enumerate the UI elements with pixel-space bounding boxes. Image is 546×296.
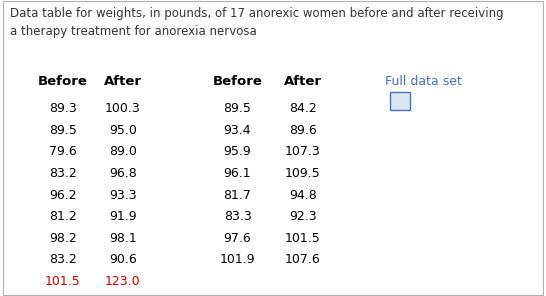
Text: Data table for weights, in pounds, of 17 anorexic women before and after receivi: Data table for weights, in pounds, of 17… [10, 7, 503, 38]
Text: 83.2: 83.2 [49, 167, 76, 180]
Text: 101.5: 101.5 [285, 232, 321, 245]
Text: Before: Before [212, 75, 263, 89]
Text: 89.0: 89.0 [109, 145, 137, 158]
Text: 95.0: 95.0 [109, 124, 137, 137]
Text: 89.3: 89.3 [49, 102, 76, 115]
Text: 89.5: 89.5 [49, 124, 77, 137]
Text: 101.5: 101.5 [45, 275, 81, 288]
Text: 79.6: 79.6 [49, 145, 76, 158]
Text: 101.9: 101.9 [219, 253, 256, 266]
Text: 96.1: 96.1 [224, 167, 251, 180]
Text: 96.8: 96.8 [109, 167, 136, 180]
Text: 95.9: 95.9 [224, 145, 251, 158]
Text: 97.6: 97.6 [224, 232, 251, 245]
Text: 107.3: 107.3 [285, 145, 321, 158]
Text: 84.2: 84.2 [289, 102, 317, 115]
Text: Full data set: Full data set [385, 75, 462, 89]
Text: After: After [104, 75, 142, 89]
FancyBboxPatch shape [390, 92, 410, 110]
Text: 123.0: 123.0 [105, 275, 141, 288]
Text: 109.5: 109.5 [285, 167, 321, 180]
Text: After: After [284, 75, 322, 89]
FancyBboxPatch shape [3, 1, 543, 295]
Text: 93.4: 93.4 [224, 124, 251, 137]
Text: 96.2: 96.2 [49, 189, 76, 202]
Text: 83.2: 83.2 [49, 253, 76, 266]
Text: 98.1: 98.1 [109, 232, 136, 245]
Text: 91.9: 91.9 [109, 210, 136, 223]
Text: 93.3: 93.3 [109, 189, 136, 202]
Text: 89.5: 89.5 [223, 102, 252, 115]
Text: 81.2: 81.2 [49, 210, 76, 223]
Text: 92.3: 92.3 [289, 210, 317, 223]
Text: 98.2: 98.2 [49, 232, 76, 245]
Text: 100.3: 100.3 [105, 102, 141, 115]
Text: 107.6: 107.6 [285, 253, 321, 266]
Text: Before: Before [38, 75, 88, 89]
Text: 94.8: 94.8 [289, 189, 317, 202]
Text: 81.7: 81.7 [223, 189, 252, 202]
Text: 89.6: 89.6 [289, 124, 317, 137]
Text: 90.6: 90.6 [109, 253, 136, 266]
Text: 83.3: 83.3 [224, 210, 251, 223]
